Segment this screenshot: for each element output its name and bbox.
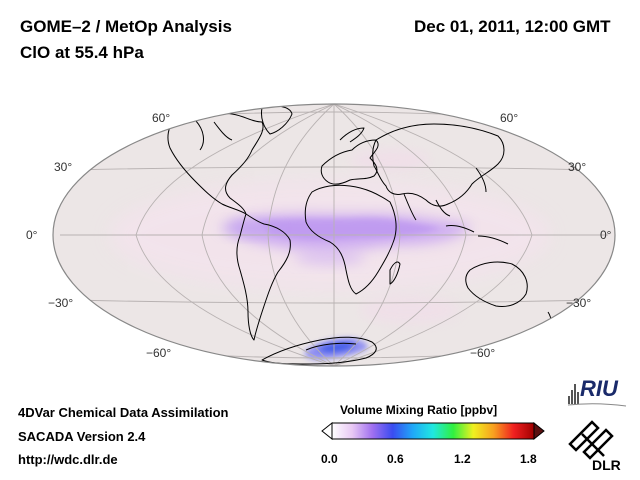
dlr-logo-text: DLR [592, 457, 621, 473]
lat-label-60n-right: 60° [500, 111, 519, 125]
colorbar-over-triangle [533, 421, 545, 441]
lat-label-30n-right: 30° [568, 160, 587, 174]
lat-label-30s-right: −30° [566, 296, 592, 310]
footer-url: http://wdc.dlr.de [18, 452, 118, 467]
lat-label-0-left: 0° [26, 228, 38, 242]
lat-label-60n-left: 60° [152, 111, 171, 125]
colorbar-tick-3: 1.8 [520, 452, 537, 466]
riu-logo: RIU [567, 376, 627, 407]
colorbar-tick-1: 0.6 [387, 452, 404, 466]
map-border [52, 103, 616, 367]
footer-line-1: 4DVar Chemical Data Assimilation [18, 405, 229, 420]
product-title: GOME–2 / MetOp Analysis [20, 17, 232, 36]
lat-label-60s-left: −60° [146, 346, 172, 360]
colorbar-under-triangle [321, 421, 333, 441]
datetime-label: Dec 01, 2011, 12:00 GMT [414, 17, 611, 36]
lat-label-0-right: 0° [600, 228, 612, 242]
lat-label-30n-left: 30° [54, 160, 73, 174]
dlr-logo: DLR [568, 420, 621, 473]
lat-label-30s-left: −30° [48, 296, 74, 310]
colorbar [321, 421, 545, 441]
lat-label-60s-right: −60° [470, 346, 496, 360]
colorbar-title: Volume Mixing Ratio [ppbv] [340, 403, 498, 417]
colorbar-tick-2: 1.2 [454, 452, 471, 466]
dlr-emblem-icon [568, 420, 614, 460]
coastlines [167, 105, 552, 365]
species-level-title: ClO at 55.4 hPa [20, 43, 144, 62]
riu-logo-text: RIU [580, 376, 619, 401]
colorbar-tick-0: 0.0 [321, 452, 338, 466]
colorbar-gradient [332, 423, 534, 439]
footer-line-2: SACADA Version 2.4 [18, 429, 146, 444]
